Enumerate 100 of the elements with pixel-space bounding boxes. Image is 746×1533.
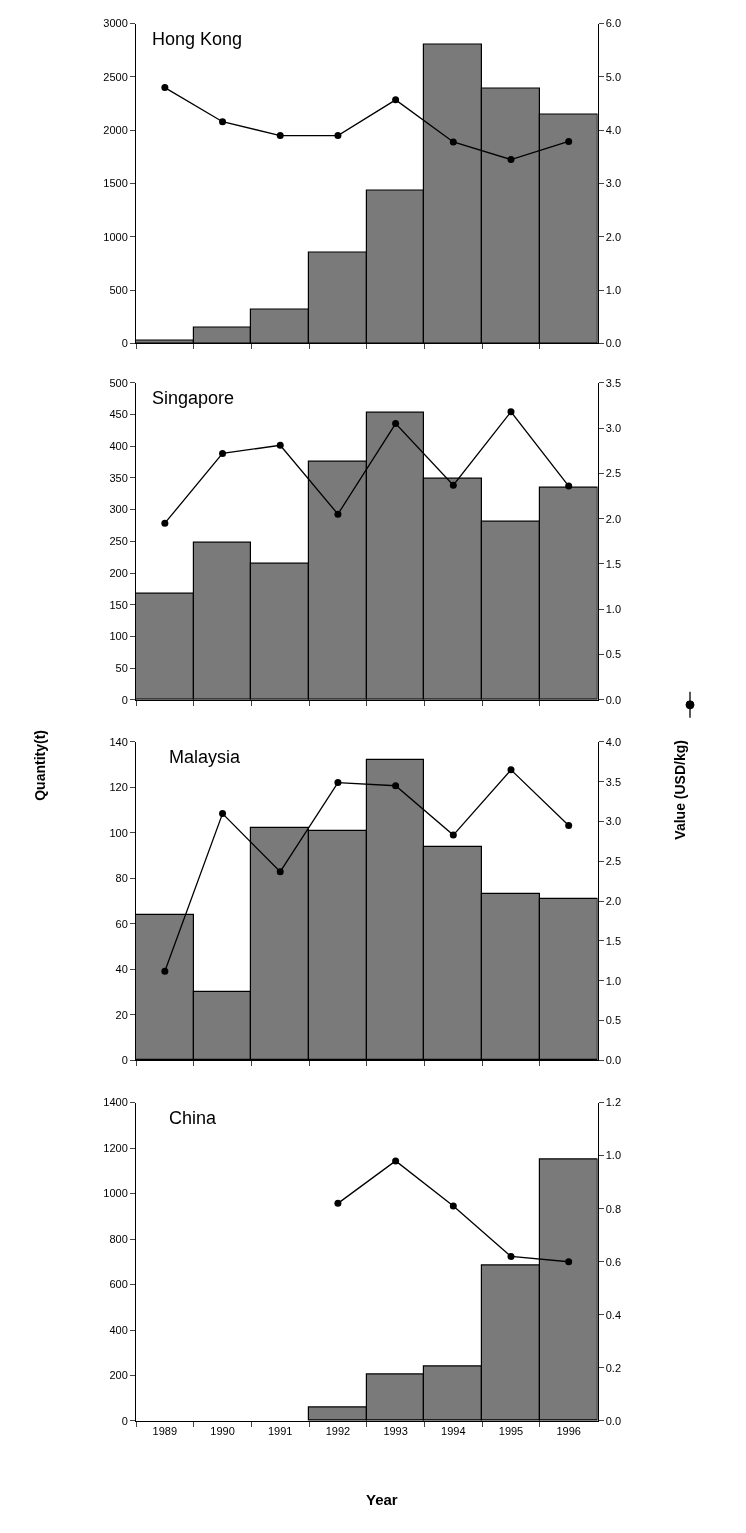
x-tick-label: 1994 bbox=[441, 1425, 466, 1438]
y2-tick-label: 3.5 bbox=[605, 376, 622, 389]
point bbox=[449, 138, 457, 146]
x-tick-label: 1995 bbox=[498, 1425, 524, 1438]
y2-tick-label: 0.2 bbox=[605, 1361, 622, 1374]
y2-tick-label: 3.0 bbox=[605, 177, 622, 190]
point bbox=[507, 408, 515, 416]
point bbox=[161, 519, 169, 527]
y-tick-label: 800 bbox=[109, 1232, 128, 1245]
y2-tick-label: 3.0 bbox=[605, 421, 622, 434]
point bbox=[449, 1202, 457, 1210]
y2-tick-label: 1.0 bbox=[605, 974, 622, 987]
y-tick-label: 1400 bbox=[103, 1096, 128, 1109]
y2-tick-label: 1.5 bbox=[605, 934, 622, 947]
y2-tick-label: 2.0 bbox=[605, 230, 622, 243]
y-tick-label: 0 bbox=[121, 693, 128, 706]
y-tick-label: 1000 bbox=[103, 230, 128, 243]
y-tick-label: 2500 bbox=[103, 70, 128, 83]
y-tick-label: 20 bbox=[115, 1008, 128, 1021]
y-tick-label: 140 bbox=[109, 735, 128, 748]
y-tick-label: 100 bbox=[109, 630, 128, 643]
y-tick-label: 0 bbox=[121, 1054, 128, 1067]
point bbox=[507, 156, 515, 164]
point bbox=[392, 96, 400, 104]
y2-tick-label: 0.0 bbox=[605, 337, 622, 350]
point bbox=[392, 1157, 400, 1165]
y-tick-label: 250 bbox=[109, 535, 128, 548]
point bbox=[219, 810, 227, 818]
y-tick-label: 400 bbox=[109, 1323, 128, 1336]
y-tick-label: 1200 bbox=[103, 1141, 128, 1154]
point bbox=[219, 449, 227, 457]
point bbox=[565, 822, 573, 830]
point bbox=[276, 868, 284, 876]
y2-tick-label: 0.6 bbox=[605, 1255, 622, 1268]
y-tick-label: 80 bbox=[115, 872, 128, 885]
point bbox=[334, 1199, 342, 1207]
point bbox=[507, 1252, 515, 1260]
x-tick-label: 1989 bbox=[152, 1425, 178, 1438]
y2-tick-label: 5.0 bbox=[605, 70, 622, 83]
point bbox=[219, 118, 227, 126]
point bbox=[392, 782, 400, 790]
point bbox=[334, 132, 342, 140]
y-tick-label: 1500 bbox=[103, 177, 128, 190]
y2-tick-label: 0.0 bbox=[605, 693, 622, 706]
point bbox=[449, 831, 457, 839]
y2-tick-label: 1.0 bbox=[605, 1149, 622, 1162]
point bbox=[565, 1258, 573, 1266]
y-tick-label: 500 bbox=[109, 376, 128, 389]
y2-tick-label: 4.0 bbox=[605, 124, 622, 137]
y-axis-title: Quantity(t) bbox=[32, 730, 49, 801]
y-tick-label: 500 bbox=[109, 284, 128, 297]
x-axis-title: Year bbox=[366, 1491, 398, 1508]
y2-tick-label: 6.0 bbox=[605, 17, 622, 30]
chart-title: Malaysia bbox=[169, 747, 242, 767]
y-tick-label: 200 bbox=[109, 566, 128, 579]
x-tick-label: 1990 bbox=[210, 1425, 235, 1438]
y-tick-label: 600 bbox=[109, 1278, 128, 1291]
y-tick-label: 2000 bbox=[103, 124, 128, 137]
y-tick-label: 100 bbox=[109, 826, 128, 839]
chart-title: Singapore bbox=[152, 388, 235, 408]
y2-tick-label: 0.0 bbox=[605, 1414, 622, 1427]
y-tick-label: 200 bbox=[109, 1369, 128, 1382]
y-tick-label: 150 bbox=[109, 598, 128, 611]
y2-tick-label: 4.0 bbox=[605, 735, 622, 748]
chart-title: Hong Kong bbox=[152, 29, 243, 49]
point bbox=[392, 420, 400, 428]
y2-tick-label: 0.5 bbox=[605, 1014, 622, 1027]
y-tick-label: 1000 bbox=[103, 1187, 128, 1200]
point bbox=[565, 482, 573, 490]
y-tick-label: 60 bbox=[115, 917, 128, 930]
x-tick-label: 1993 bbox=[383, 1425, 408, 1438]
y2-tick-label: 1.0 bbox=[605, 284, 622, 297]
y2-tick-label: 2.0 bbox=[605, 512, 622, 525]
y-tick-label: 40 bbox=[115, 963, 128, 976]
point bbox=[161, 84, 169, 92]
y-tick-label: 450 bbox=[109, 408, 128, 421]
y-tick-label: 350 bbox=[109, 471, 128, 484]
y2-axis-title: Value (USD/kg) bbox=[672, 740, 689, 840]
y2-tick-label: 0.8 bbox=[605, 1202, 622, 1215]
y-tick-label: 0 bbox=[121, 337, 128, 350]
y2-tick-label: 3.0 bbox=[605, 815, 622, 828]
y2-tick-label: 0.5 bbox=[605, 648, 622, 661]
point bbox=[507, 766, 515, 774]
point bbox=[276, 441, 284, 449]
point bbox=[565, 137, 573, 145]
point bbox=[449, 481, 457, 489]
x-tick-label: 1992 bbox=[325, 1425, 351, 1438]
y2-tick-label: 1.0 bbox=[605, 603, 622, 616]
point bbox=[334, 779, 342, 787]
y2-tick-label: 2.5 bbox=[605, 855, 622, 868]
y2-tick-label: 2.0 bbox=[605, 895, 622, 908]
y-tick-label: 50 bbox=[115, 662, 128, 674]
x-tick-label: 1991 bbox=[267, 1425, 293, 1438]
y2-tick-label: 0.0 bbox=[605, 1054, 622, 1067]
y2-tick-label: 2.5 bbox=[605, 467, 622, 480]
x-tick-label: 1996 bbox=[556, 1425, 581, 1438]
y-tick-label: 0 bbox=[121, 1414, 128, 1427]
point bbox=[334, 510, 342, 518]
y-tick-label: 400 bbox=[109, 440, 128, 453]
y2-tick-label: 1.5 bbox=[605, 557, 622, 570]
